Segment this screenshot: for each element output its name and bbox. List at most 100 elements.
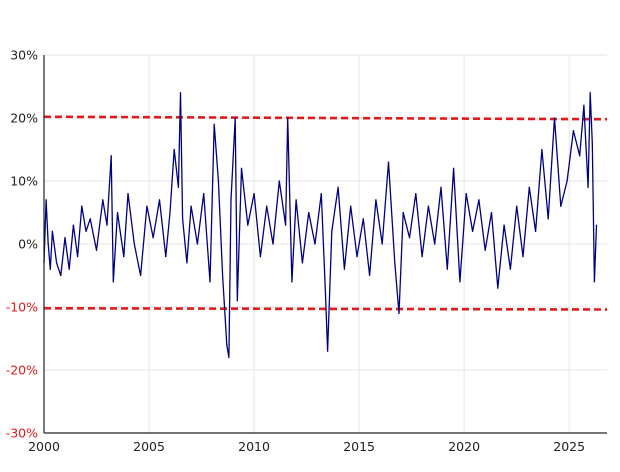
data-point: [522, 256, 524, 258]
data-point: [369, 274, 371, 277]
data-point: [110, 155, 112, 157]
data-point: [253, 193, 255, 195]
data-point: [440, 186, 442, 188]
data-point: [209, 281, 211, 283]
y-tick-label: 20%: [10, 111, 38, 126]
data-point: [509, 268, 511, 270]
data-point: [77, 256, 79, 258]
data-point: [49, 268, 51, 270]
data-point: [579, 155, 581, 157]
data-point: [152, 237, 154, 239]
data-point: [179, 92, 182, 94]
data-point: [308, 211, 310, 214]
data-point: [259, 256, 261, 258]
data-point: [112, 281, 114, 283]
data-point: [221, 274, 224, 277]
data-point: [203, 193, 205, 195]
data-point: [196, 243, 198, 245]
data-point: [56, 262, 58, 264]
data-point: [140, 274, 142, 277]
x-tick-labels: 2000 2005 2010 2015 2020 2025: [28, 439, 585, 454]
data-point: [295, 199, 297, 201]
data-point: [60, 274, 62, 277]
y-tick-labels: 30% 20% 10% 0% -10% -20% -30%: [6, 48, 38, 441]
data-point: [583, 104, 585, 106]
data-point: [106, 224, 108, 226]
x-tick-label: 2025: [553, 439, 585, 454]
data-point: [186, 262, 188, 264]
x-tick-label: 2010: [238, 439, 270, 454]
data-point: [331, 230, 333, 232]
data-point: [158, 199, 161, 201]
data-point: [236, 300, 238, 302]
data-point: [301, 262, 303, 264]
y-tick-label: 0%: [18, 237, 38, 252]
data-point: [446, 268, 448, 270]
data-point: [324, 293, 327, 295]
series-line-0: [43, 92, 598, 359]
data-point: [381, 243, 383, 245]
data-point: [123, 256, 125, 258]
data-point: [85, 230, 87, 232]
data-point: [337, 186, 339, 188]
data-point: [228, 356, 230, 358]
data-point: [247, 224, 249, 226]
data-point: [387, 161, 390, 163]
data-point: [182, 218, 184, 220]
data-point: [587, 186, 589, 188]
data-point: [272, 243, 274, 245]
data-point: [72, 224, 75, 226]
data-point: [375, 199, 377, 201]
data-point: [68, 268, 70, 270]
data-point: [478, 199, 480, 201]
data-point: [287, 117, 289, 119]
y-tick-label: -30%: [6, 426, 38, 441]
data-point: [213, 123, 215, 125]
data-point: [47, 243, 49, 245]
data-point: [541, 148, 543, 151]
data-point: [64, 237, 66, 239]
data-point: [327, 350, 329, 352]
y-tick-label: -10%: [6, 300, 38, 315]
data-point: [394, 262, 396, 264]
data-point: [408, 237, 411, 239]
data-point: [266, 205, 268, 207]
data-point: [102, 199, 104, 201]
data-point: [356, 256, 358, 258]
data-point: [146, 205, 148, 207]
data-point: [127, 193, 129, 195]
data-point: [516, 205, 518, 207]
data-point: [421, 256, 423, 258]
data-point: [465, 193, 467, 195]
data-point: [566, 180, 568, 182]
data-point: [177, 186, 180, 188]
data-point: [230, 199, 232, 201]
data-point: [503, 224, 505, 226]
data-point: [291, 281, 293, 283]
data-point: [240, 167, 243, 169]
threshold-line-0: [43, 115, 608, 121]
data-point: [572, 130, 574, 132]
data-point: [362, 218, 364, 220]
data-point: [51, 230, 54, 232]
data-point: [398, 312, 400, 314]
data-point: [490, 211, 493, 214]
data-point: [217, 180, 219, 182]
data-point: [320, 193, 322, 195]
data-point: [547, 218, 549, 220]
data-point: [343, 268, 346, 270]
data-point: [173, 148, 175, 151]
data-point: [284, 224, 287, 226]
data-point: [534, 230, 537, 232]
data-point: [415, 193, 417, 195]
data-point: [278, 180, 280, 182]
data-point: [234, 117, 236, 119]
data-point: [133, 243, 135, 245]
data-point: [484, 249, 486, 251]
data-point: [591, 142, 593, 144]
data-point: [350, 205, 352, 207]
data-point: [165, 256, 167, 258]
grid: [43, 54, 607, 434]
y-tick-label: 30%: [10, 48, 38, 63]
